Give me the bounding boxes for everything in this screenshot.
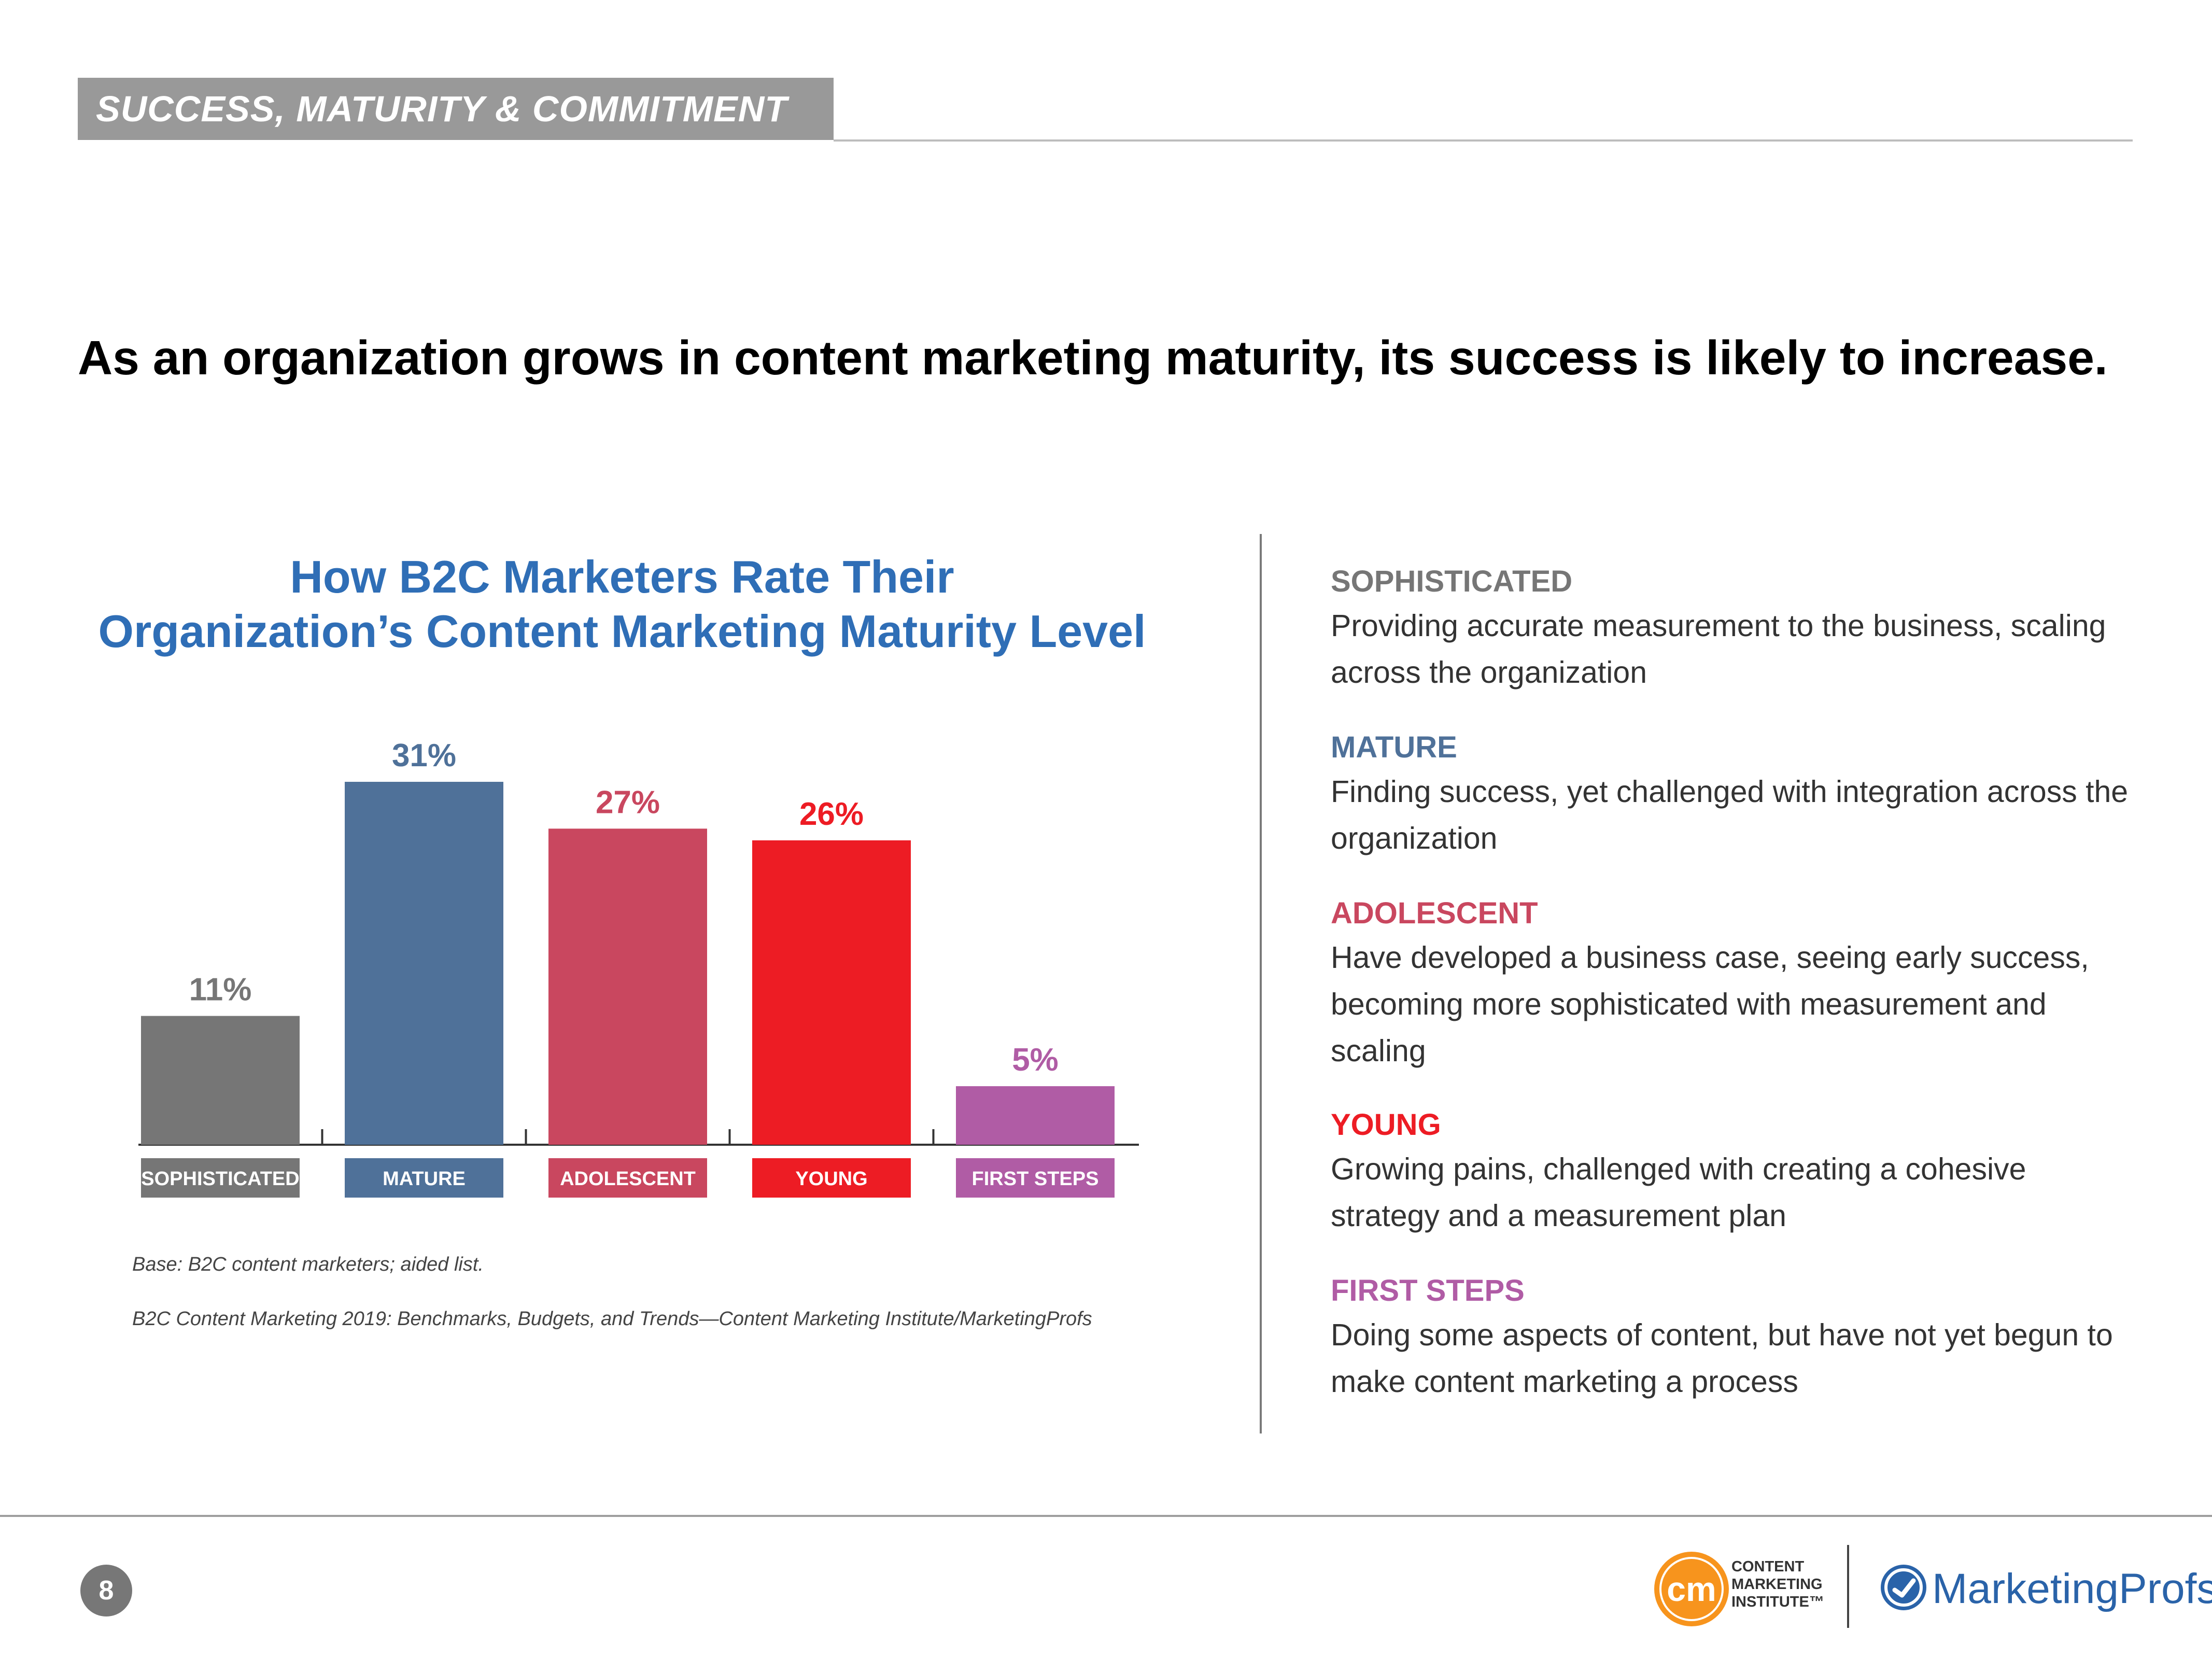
data-label: 31% xyxy=(392,738,456,774)
category-label: ADOLESCENT xyxy=(560,1168,696,1190)
legend-description: Growing pains, challenged with creating … xyxy=(1331,1152,2026,1233)
data-label: 27% xyxy=(596,784,660,820)
header-rule xyxy=(834,139,2133,142)
category-tag xyxy=(752,1158,911,1198)
legend-item-young: YOUNG Growing pains, challenged with cre… xyxy=(1331,1104,2139,1239)
bar-mature xyxy=(345,782,503,1145)
cmi-logo-letters: cm xyxy=(1667,1570,1716,1608)
cmi-wordmark: CONTENT MARKETING INSTITUTE™ xyxy=(1731,1558,1824,1611)
footer-rule xyxy=(0,1515,2212,1517)
legend-item-adolescent: ADOLESCENT Have developed a business cas… xyxy=(1331,893,2139,1074)
legend-heading: FIRST STEPS xyxy=(1331,1274,1525,1307)
chart-title: How B2C Marketers Rate Their Organizatio… xyxy=(78,550,1166,658)
marketingprofs-globe-icon xyxy=(1881,1565,1926,1610)
section-banner: SUCCESS, MATURITY & COMMITMENT xyxy=(78,78,834,140)
bar-first-steps xyxy=(956,1086,1115,1145)
category-tag xyxy=(956,1158,1115,1198)
category-label: SOPHISTICATED xyxy=(141,1168,299,1190)
bar-chart: 11% SOPHISTICATED 31% MATURE 27% ADOLESCENT 26… xyxy=(138,738,1139,1198)
legend-item-sophisticated: SOPHISTICATED Providing accurate measure… xyxy=(1331,561,2139,696)
cmi-line: CONTENT xyxy=(1731,1558,1805,1575)
bar-adolescent xyxy=(548,828,707,1145)
cmi-logo-icon: cm xyxy=(1654,1552,1729,1626)
section-banner-label: SUCCESS, MATURITY & COMMITMENT xyxy=(96,89,788,129)
legend-description: Have developed a business case, seeing e… xyxy=(1331,940,2089,1068)
category-label: FIRST STEPS xyxy=(972,1168,1099,1190)
bar-sophisticated xyxy=(141,1016,300,1145)
category-label: MATURE xyxy=(383,1168,466,1190)
legend-heading: SOPHISTICATED xyxy=(1331,565,1573,598)
category-tag xyxy=(141,1158,300,1198)
data-label: 26% xyxy=(799,796,864,832)
bar-young xyxy=(752,840,911,1145)
chart-title-line-2: Organization’s Content Marketing Maturit… xyxy=(98,606,1146,657)
category-tag xyxy=(345,1158,503,1198)
legend-heading: YOUNG xyxy=(1331,1108,1441,1142)
data-label: 5% xyxy=(1012,1042,1059,1078)
cmi-line: MARKETING xyxy=(1731,1576,1823,1593)
chart-title-line-1: How B2C Marketers Rate Their xyxy=(290,551,954,602)
base-note: Base: B2C content marketers; aided list. xyxy=(132,1254,484,1275)
legend-item-first-steps: FIRST STEPS Doing some aspects of conten… xyxy=(1331,1270,2139,1405)
legend-description: Doing some aspects of content, but have … xyxy=(1331,1318,2113,1399)
logo-divider xyxy=(1847,1545,1849,1628)
source-note: B2C Content Marketing 2019: Benchmarks, … xyxy=(132,1308,1092,1330)
legend-item-mature: MATURE Finding success, yet challenged w… xyxy=(1331,727,2139,862)
marketingprofs-wordmark: MarketingProfs xyxy=(1932,1565,2212,1612)
legend-description: Finding success, yet challenged with int… xyxy=(1331,775,2129,855)
legend-description: Providing accurate measurement to the bu… xyxy=(1331,609,2106,690)
page-number-badge: 8 xyxy=(80,1565,132,1616)
cmi-line: INSTITUTE™ xyxy=(1731,1594,1824,1610)
data-label: 11% xyxy=(189,972,252,1008)
legend-heading: MATURE xyxy=(1331,730,1457,764)
category-tag xyxy=(548,1158,707,1198)
bars-layer: 11% SOPHISTICATED 31% MATURE 27% ADOLESCENT 26… xyxy=(138,738,1139,1198)
legend-heading: ADOLESCENT xyxy=(1331,896,1538,930)
category-label: YOUNG xyxy=(795,1168,867,1190)
headline: As an organization grows in content mark… xyxy=(78,331,2108,385)
vertical-divider xyxy=(1260,534,1262,1433)
